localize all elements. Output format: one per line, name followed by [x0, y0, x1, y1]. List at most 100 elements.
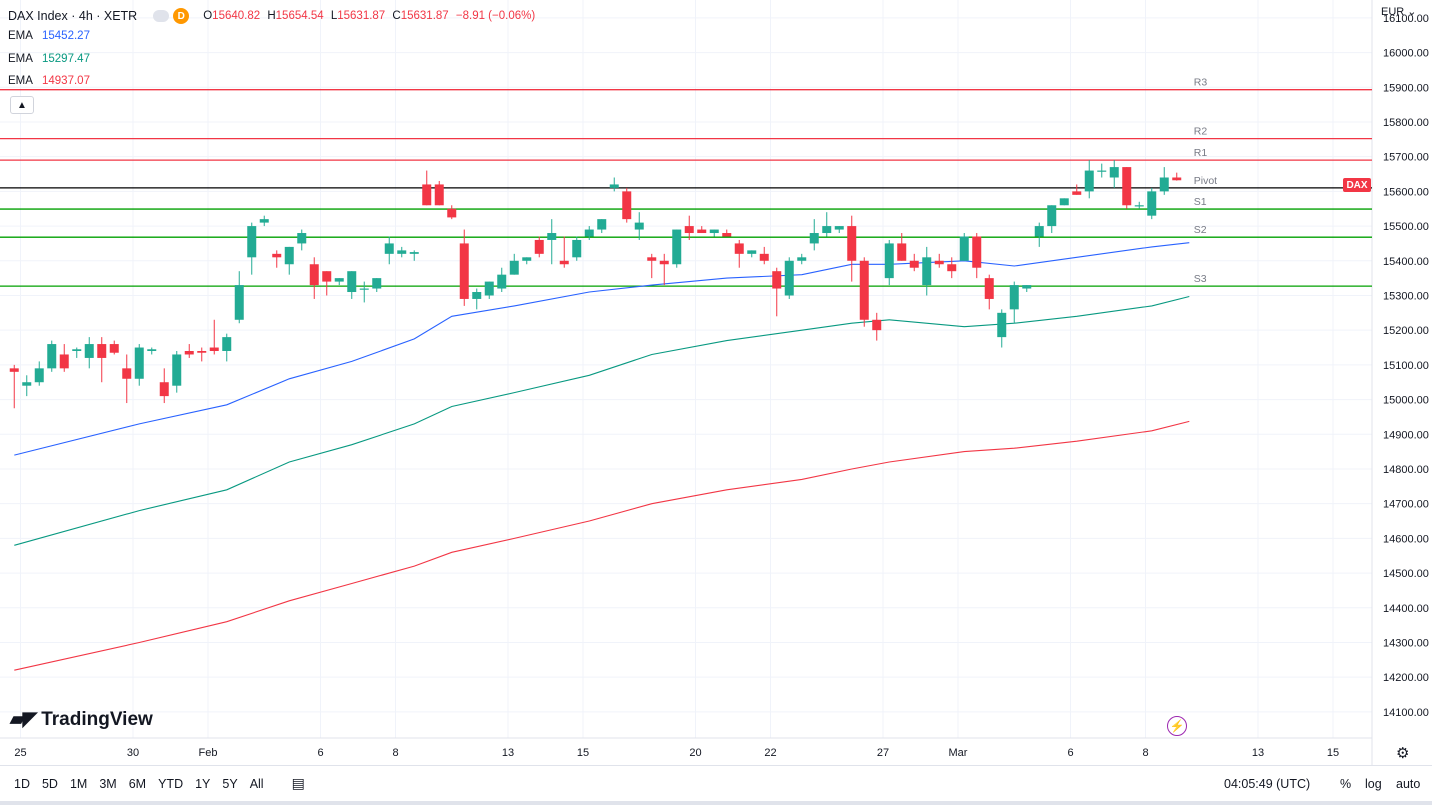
ema-value: 14937.07	[42, 75, 90, 87]
ema-legend-mid[interactable]: EMA 15297.47	[8, 53, 90, 65]
candle-body	[484, 281, 494, 296]
candle-body	[1134, 205, 1144, 207]
calendar-range-icon[interactable]: ▤	[291, 775, 305, 791]
candle-body	[334, 278, 344, 282]
candle-body	[659, 260, 669, 265]
currency-selector[interactable]: EUR ⌄	[1381, 6, 1417, 18]
time-axis-labels: 25 30 Feb 6 8 13 15 20 22 27 Mar 6 8 13 15	[14, 747, 1339, 759]
candle	[497, 267, 507, 293]
candle-body	[422, 184, 432, 206]
candle	[447, 205, 457, 220]
timeframe-1d[interactable]: 1D	[14, 776, 30, 791]
candle	[334, 278, 344, 286]
candle	[897, 233, 907, 261]
timeframe-1m[interactable]: 1M	[69, 776, 88, 791]
candle	[234, 271, 244, 324]
interval-badge[interactable]: D	[173, 8, 190, 24]
log-toggle[interactable]: log	[1365, 776, 1382, 791]
timeframe-1y[interactable]: 1Y	[195, 776, 211, 791]
low-value: 15631.87	[337, 10, 386, 22]
utc-clock[interactable]: 04:05:49 (UTC)	[1224, 776, 1311, 791]
candle-body	[22, 382, 32, 386]
candle	[547, 219, 557, 265]
level-label-s3: S3	[1194, 273, 1207, 285]
lightning-icon[interactable]: ⚡	[1167, 716, 1187, 736]
time-tick-label: 30	[127, 747, 139, 759]
price-tick-label: 15300.00	[1383, 290, 1429, 302]
candle-body	[584, 229, 594, 237]
percent-toggle[interactable]: %	[1340, 776, 1352, 791]
level-label-s1: S1	[1194, 196, 1207, 208]
candle	[284, 246, 294, 275]
price-tick-label: 14500.00	[1383, 568, 1429, 580]
candle	[1084, 160, 1094, 199]
ema-legend-fast[interactable]: EMA 15452.27	[8, 30, 90, 42]
timeframe-5d[interactable]: 5D	[41, 776, 58, 791]
timeframe-5y[interactable]: 5Y	[222, 776, 238, 791]
symbol-title[interactable]: DAX Index · 4h · XETR	[8, 9, 138, 23]
candle-body	[47, 344, 57, 369]
candle	[347, 271, 357, 299]
auto-toggle[interactable]: auto	[1396, 776, 1421, 791]
timeframe-6m[interactable]: 6M	[128, 776, 147, 791]
candle-body	[1172, 177, 1182, 181]
candle-body	[147, 349, 157, 351]
candle	[1172, 172, 1182, 181]
currency-label: EUR	[1381, 6, 1405, 18]
candle-body	[384, 243, 394, 254]
candle	[222, 333, 232, 362]
pivot-levels: R3 R2 R1 Pivot S1 S2 S3	[0, 77, 1372, 287]
candle-body	[459, 243, 469, 299]
candle	[622, 187, 632, 223]
low-label: L	[330, 10, 338, 22]
candle	[1109, 160, 1119, 188]
candle-body	[297, 233, 307, 244]
timeframe-ytd[interactable]: YTD	[158, 776, 184, 791]
candle-body	[497, 274, 507, 289]
candle	[784, 257, 794, 299]
candle	[472, 288, 482, 310]
time-tick-label: 6	[1067, 747, 1073, 759]
candle-body	[697, 229, 707, 234]
gear-icon[interactable]: ⚙	[1396, 745, 1410, 762]
eye-icon[interactable]	[153, 10, 170, 22]
candle-body	[722, 233, 732, 237]
level-label-r2: R2	[1194, 126, 1208, 138]
candle	[197, 347, 207, 362]
candle	[159, 368, 169, 404]
price-tick-label: 15600.00	[1383, 186, 1429, 198]
candle	[409, 250, 419, 261]
candle-body	[1072, 191, 1082, 195]
collapse-legend-button[interactable]: ▲	[10, 96, 34, 114]
candle-body	[1097, 170, 1107, 172]
candle-body	[809, 233, 819, 244]
candle	[672, 229, 682, 268]
ema-legend-slow[interactable]: EMA 14937.07	[8, 75, 90, 87]
level-label-s2: S2	[1194, 224, 1207, 236]
open-label: O	[203, 10, 213, 22]
candle-body	[322, 271, 332, 282]
candle	[847, 215, 857, 282]
candle-body	[397, 250, 407, 254]
candle	[97, 337, 107, 383]
candle	[809, 219, 819, 251]
candle	[834, 226, 844, 234]
candle	[209, 319, 219, 355]
candle-body	[184, 351, 194, 355]
candle	[259, 215, 269, 227]
price-tick-label: 15700.00	[1383, 152, 1429, 164]
candles	[9, 160, 1182, 409]
candle-body	[534, 239, 544, 254]
ema-line-0	[14, 242, 1190, 456]
timeframe-3m[interactable]: 3M	[99, 776, 117, 791]
candle-body	[934, 260, 944, 265]
timeframe-all[interactable]: All	[249, 776, 264, 791]
candle	[972, 233, 982, 279]
candle-body	[597, 219, 607, 230]
ema-label: EMA	[8, 30, 33, 42]
tradingview-logo-icon: ▰◤	[10, 709, 37, 730]
ema-label: EMA	[8, 75, 33, 87]
candle	[534, 236, 544, 258]
time-tick-label: 6	[317, 747, 323, 759]
